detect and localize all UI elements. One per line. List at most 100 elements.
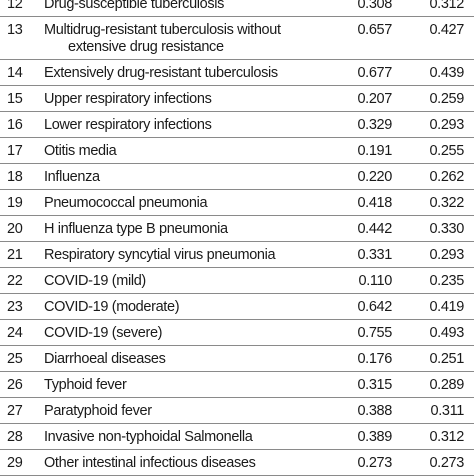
value-column-2: 0.251 bbox=[429, 351, 464, 367]
row-number: 18 bbox=[7, 169, 23, 185]
value-column-1: 0.418 bbox=[357, 195, 392, 211]
table-row: 15 Upper respiratory infections 0.207 0.259 bbox=[0, 86, 474, 112]
row-number: 27 bbox=[7, 403, 23, 419]
cause-name-line1: COVID-19 (moderate) bbox=[44, 299, 180, 315]
cause-name-line1: Otitis media bbox=[44, 143, 117, 159]
cause-name: Typhoid fever bbox=[44, 377, 334, 394]
cause-name: Influenza bbox=[44, 169, 334, 186]
cause-name: Lower respiratory infections bbox=[44, 117, 334, 134]
row-number: 15 bbox=[7, 91, 23, 107]
table-row: 14 Extensively drug-resistant tuberculosi… bbox=[0, 60, 474, 86]
value-column-1: 0.442 bbox=[357, 221, 392, 237]
value-column-2: 0.330 bbox=[429, 221, 464, 237]
value-column-1: 0.657 bbox=[357, 22, 392, 38]
cause-name: Invasive non-typhoidal Salmonella bbox=[44, 429, 334, 446]
cause-name-line1: Influenza bbox=[44, 169, 100, 185]
cause-name-line1: COVID-19 (severe) bbox=[44, 325, 163, 341]
value-column-2: 0.262 bbox=[429, 169, 464, 185]
value-column-2: 0.289 bbox=[429, 377, 464, 393]
value-column-1: 0.755 bbox=[357, 325, 392, 341]
table-row: 25 Diarrhoeal diseases 0.176 0.251 bbox=[0, 346, 474, 372]
cause-name-line1: Other intestinal infectious diseases bbox=[44, 455, 256, 471]
cause-name-line1: Paratyphoid fever bbox=[44, 403, 152, 419]
value-column-1: 0.677 bbox=[357, 65, 392, 81]
cause-name: Extensively drug-resistant tuberculosis bbox=[44, 65, 334, 82]
cause-name-line1: Multidrug-resistant tuberculosis without bbox=[44, 22, 281, 38]
row-number: 12 bbox=[7, 0, 23, 12]
table-row: 18 Influenza 0.220 0.262 bbox=[0, 164, 474, 190]
value-column-2: 0.293 bbox=[429, 117, 464, 133]
value-column-2: 0.235 bbox=[429, 273, 464, 289]
table-row: 23 COVID-19 (moderate) 0.642 0.419 bbox=[0, 294, 474, 320]
cause-name: Paratyphoid fever bbox=[44, 403, 334, 420]
cause-name-line2: extensive drug resistance bbox=[68, 39, 224, 55]
table-row: 17 Otitis media 0.191 0.255 bbox=[0, 138, 474, 164]
table-row: 12 Drug-susceptible tuberculosis 0.308 0.31… bbox=[0, 0, 474, 17]
cause-name-line1: Pneumococcal pneumonia bbox=[44, 195, 208, 211]
row-number: 20 bbox=[7, 221, 23, 237]
value-column-1: 0.331 bbox=[357, 247, 392, 263]
value-column-1: 0.308 bbox=[357, 0, 392, 12]
value-column-2: 0.311 bbox=[430, 403, 465, 419]
cause-name: Respiratory syncytial virus pneumonia bbox=[44, 247, 334, 264]
cause-name: COVID-19 (moderate) bbox=[44, 299, 334, 316]
cause-name: Other intestinal infectious diseases bbox=[44, 455, 334, 472]
row-number: 26 bbox=[7, 377, 23, 393]
table-row: 28 Invasive non-typhoidal Salmonella 0.389… bbox=[0, 424, 474, 450]
cause-name: Pneumococcal pneumonia bbox=[44, 195, 334, 212]
row-number: 22 bbox=[7, 273, 23, 289]
value-column-1: 0.315 bbox=[357, 377, 392, 393]
cause-name-line1: Drug-susceptible tuberculosis bbox=[44, 0, 225, 12]
cause-name-line1: Upper respiratory infections bbox=[44, 91, 212, 107]
cause-name: Multidrug-resistant tuberculosis without… bbox=[44, 22, 334, 56]
cause-name-line1: Lower respiratory infections bbox=[44, 117, 212, 133]
cause-name-line1: COVID-19 (mild) bbox=[44, 273, 146, 289]
table-row: 24 COVID-19 (severe) 0.755 0.493 bbox=[0, 320, 474, 346]
table-row: 29 Other intestinal infectious diseases 0.… bbox=[0, 450, 474, 476]
row-number: 19 bbox=[7, 195, 23, 211]
row-number: 21 bbox=[7, 247, 23, 263]
table-row: 21 Respiratory syncytial virus pneumonia 0… bbox=[0, 242, 474, 268]
row-number: 29 bbox=[7, 455, 23, 471]
row-number: 28 bbox=[7, 429, 23, 445]
row-number: 16 bbox=[7, 117, 23, 133]
value-column-2: 0.293 bbox=[429, 247, 464, 263]
row-number: 24 bbox=[7, 325, 23, 341]
value-column-1: 0.176 bbox=[357, 351, 392, 367]
value-column-1: 0.207 bbox=[357, 91, 392, 107]
row-number: 14 bbox=[7, 65, 23, 81]
value-column-1: 0.191 bbox=[357, 143, 392, 159]
table-row: 16 Lower respiratory infections 0.329 0.293 bbox=[0, 112, 474, 138]
cause-name-line1: H influenza type B pneumonia bbox=[44, 221, 228, 237]
value-column-2: 0.419 bbox=[429, 299, 464, 315]
cause-name-line1: Extensively drug-resistant tuberculosis bbox=[44, 65, 278, 81]
cause-name: COVID-19 (severe) bbox=[44, 325, 334, 342]
value-column-1: 0.220 bbox=[357, 169, 392, 185]
row-number: 17 bbox=[7, 143, 23, 159]
cause-name-line1: Respiratory syncytial virus pneumonia bbox=[44, 247, 276, 263]
value-column-1: 0.388 bbox=[357, 403, 392, 419]
value-column-1: 0.273 bbox=[357, 455, 392, 471]
cause-name-line1: Diarrhoeal diseases bbox=[44, 351, 166, 367]
cause-name: H influenza type B pneumonia bbox=[44, 221, 334, 238]
table-row: 22 COVID-19 (mild) 0.110 0.235 bbox=[0, 268, 474, 294]
row-number: 23 bbox=[7, 299, 23, 315]
value-column-2: 0.259 bbox=[429, 91, 464, 107]
table-row: 13 Multidrug-resistant tuberculosis witho… bbox=[0, 17, 474, 60]
cause-name: Drug-susceptible tuberculosis bbox=[44, 0, 334, 13]
value-column-2: 0.312 bbox=[429, 429, 464, 445]
value-column-2: 0.255 bbox=[429, 143, 464, 159]
value-column-2: 0.322 bbox=[429, 195, 464, 211]
cause-name: COVID-19 (mild) bbox=[44, 273, 334, 290]
value-column-1: 0.642 bbox=[357, 299, 392, 315]
value-column-2: 0.427 bbox=[429, 22, 464, 38]
cause-name-line1: Typhoid fever bbox=[44, 377, 127, 393]
table-row: 19 Pneumococcal pneumonia 0.418 0.322 bbox=[0, 190, 474, 216]
row-number: 25 bbox=[7, 351, 23, 367]
value-column-2: 0.493 bbox=[429, 325, 464, 341]
value-column-1: 0.389 bbox=[357, 429, 392, 445]
table-row: 27 Paratyphoid fever 0.388 0.311 bbox=[0, 398, 474, 424]
value-column-1: 0.110 bbox=[358, 273, 393, 289]
row-number: 13 bbox=[7, 22, 23, 38]
